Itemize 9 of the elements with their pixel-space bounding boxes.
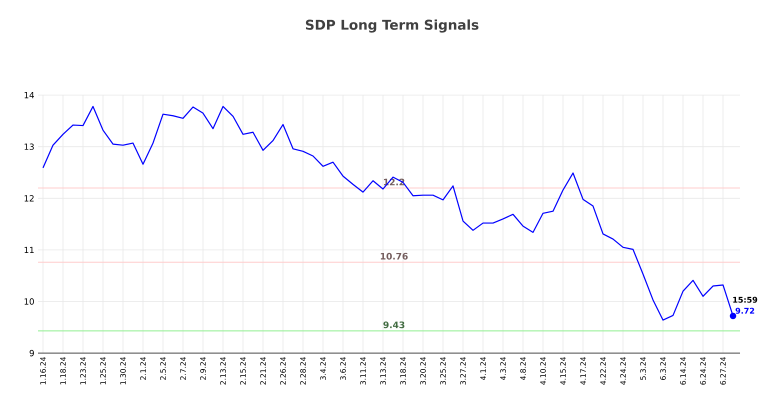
y-tick-label: 14 <box>24 92 34 98</box>
y-tick-label: 10 <box>24 298 34 305</box>
ref-line-label: 10.76 <box>380 252 408 260</box>
y-tick-label: 13 <box>24 144 34 150</box>
chart-title: SDP Long Term Signals <box>306 19 478 33</box>
y-tick-label: 9 <box>30 350 34 356</box>
ref-line-label: 9.43 <box>383 321 404 328</box>
y-tick-label: 12 <box>24 195 34 202</box>
y-tick-label: 11 <box>24 246 34 253</box>
